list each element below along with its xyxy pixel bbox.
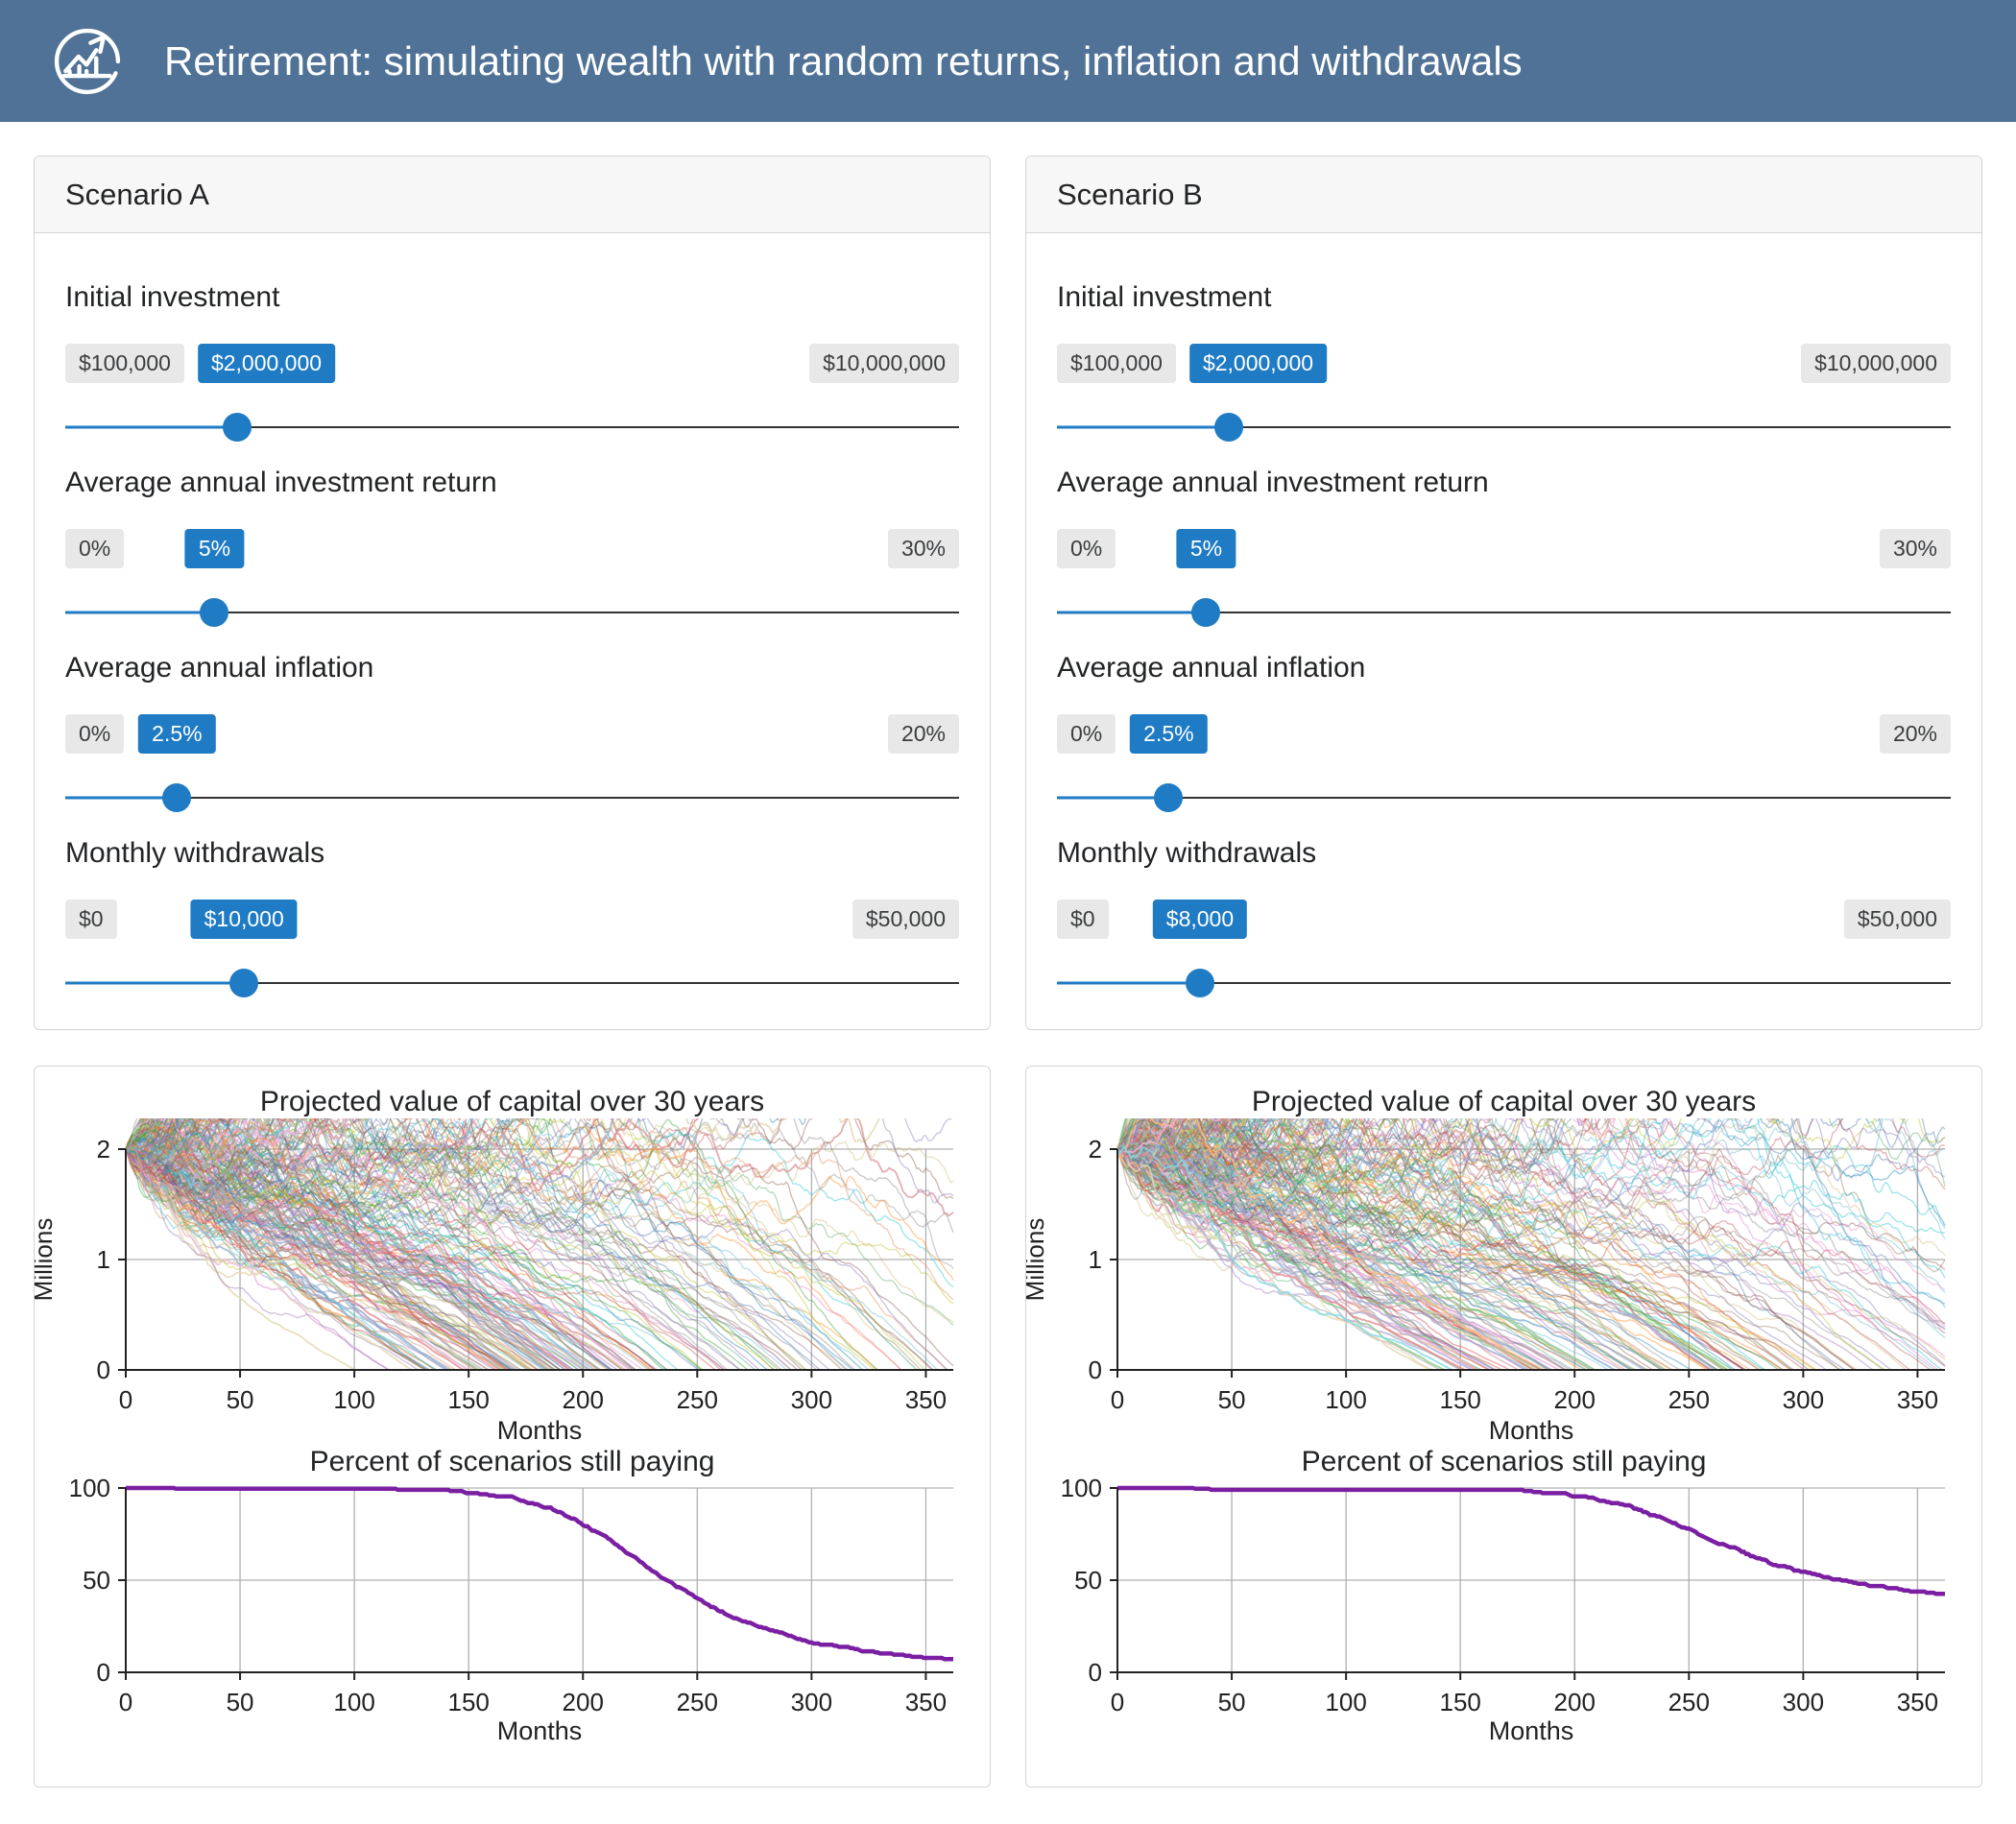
svg-text:50: 50 [1218,1385,1246,1414]
svg-text:300: 300 [791,1688,832,1716]
svg-text:Millions: Millions [1026,1218,1049,1302]
svg-text:0: 0 [97,1658,110,1687]
svg-text:0: 0 [1089,1658,1102,1687]
svg-text:150: 150 [447,1688,489,1716]
svg-text:Months: Months [1489,1416,1574,1445]
svg-text:150: 150 [1439,1385,1480,1414]
svg-text:2: 2 [1089,1135,1102,1164]
svg-text:Months: Months [497,1716,583,1745]
svg-text:200: 200 [563,1688,604,1716]
svg-text:350: 350 [1897,1385,1938,1414]
svg-text:Millions: Millions [35,1218,58,1302]
svg-text:250: 250 [1668,1688,1710,1716]
svg-text:350: 350 [905,1385,947,1414]
svg-text:Months: Months [1489,1716,1574,1745]
svg-text:250: 250 [677,1688,718,1716]
svg-text:200: 200 [563,1385,604,1414]
svg-text:200: 200 [1554,1385,1596,1414]
svg-text:250: 250 [677,1385,718,1414]
svg-text:0: 0 [119,1688,132,1716]
svg-text:300: 300 [791,1385,832,1414]
svg-text:0: 0 [119,1385,132,1414]
svg-text:100: 100 [1325,1385,1366,1414]
svg-text:50: 50 [227,1385,254,1414]
svg-text:50: 50 [1218,1688,1246,1716]
svg-text:50: 50 [227,1688,254,1716]
svg-text:250: 250 [1668,1385,1710,1414]
svg-text:150: 150 [447,1385,489,1414]
svg-text:0: 0 [1111,1385,1124,1414]
svg-text:0: 0 [1089,1356,1102,1384]
svg-text:100: 100 [333,1385,374,1414]
svg-text:100: 100 [1325,1688,1366,1716]
svg-text:50: 50 [1074,1566,1102,1595]
svg-text:0: 0 [1111,1688,1124,1716]
svg-text:100: 100 [69,1478,110,1502]
svg-text:1: 1 [1089,1245,1102,1274]
svg-text:300: 300 [1783,1688,1824,1716]
svg-text:1: 1 [97,1245,110,1274]
svg-text:100: 100 [1061,1478,1102,1502]
svg-text:2: 2 [97,1135,110,1164]
svg-text:100: 100 [333,1688,374,1716]
svg-text:200: 200 [1554,1688,1596,1716]
svg-text:300: 300 [1783,1385,1824,1414]
svg-text:Months: Months [497,1416,583,1445]
svg-text:150: 150 [1439,1688,1480,1716]
svg-text:350: 350 [1897,1688,1938,1716]
svg-text:350: 350 [905,1688,947,1716]
svg-text:50: 50 [83,1566,110,1595]
svg-text:0: 0 [97,1356,110,1384]
